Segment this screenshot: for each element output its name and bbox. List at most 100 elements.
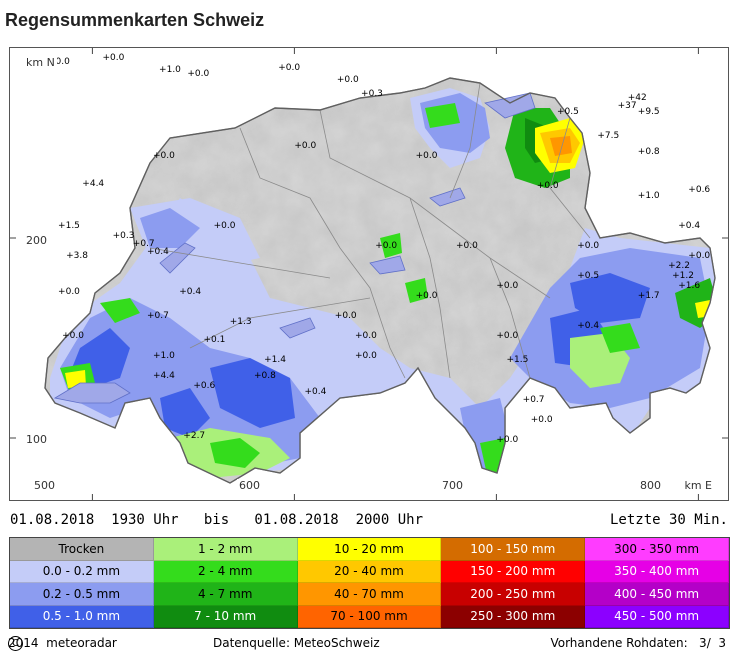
legend-cell-450-500: 450 - 500 mm <box>585 605 729 628</box>
station-reading: +0.7 <box>147 311 169 321</box>
x-tick-label-800: 800 <box>638 479 663 492</box>
copyright-icon: C <box>8 636 23 651</box>
legend-cell-0-02: 0.0 - 0.2 mm <box>10 560 154 583</box>
station-reading: +3.8 <box>66 251 88 261</box>
precip-area-medium <box>140 208 200 248</box>
station-reading: +1.5 <box>507 355 529 365</box>
station-reading: +0.8 <box>638 147 660 157</box>
legend-cell-10-20: 10 - 20 mm <box>297 538 442 561</box>
legend-cell-250-300: 250 - 300 mm <box>441 605 586 628</box>
station-reading: +0.0 <box>496 281 518 291</box>
lake-thun <box>279 317 316 339</box>
station-reading: +0.0 <box>278 63 300 73</box>
station-reading: +0.0 <box>355 351 377 361</box>
legend-cell-trocken: Trocken <box>10 538 154 561</box>
station-reading: +0.0 <box>294 141 316 151</box>
legend-cell-4-7: 4 - 7 mm <box>153 583 298 606</box>
precip-area-green <box>405 278 428 303</box>
station-reading: +0.0 <box>153 151 175 161</box>
station-reading: +42 <box>628 93 647 103</box>
footer: C 2014 meteoradar Datenquelle: MeteoSchwe… <box>8 636 726 656</box>
canton-boundaries <box>149 82 591 379</box>
lake-geneva <box>53 382 131 404</box>
axis-east-label: km E <box>682 479 714 492</box>
station-reading: +2.7 <box>183 431 205 441</box>
precip-area-green <box>600 323 640 353</box>
station-reading: +0.0 <box>103 53 125 63</box>
station-reading: +0.0 <box>62 331 84 341</box>
precip-area-green <box>380 233 402 258</box>
legend-cell-200-250: 200 - 250 mm <box>441 583 586 606</box>
period-label: Letzte 30 Min. <box>609 512 728 528</box>
y-tick-label-200: 200 <box>24 234 49 247</box>
rainfall-map[interactable]: +0.0 +0.0 +1.0 +0.0 +0.0 +0.0 +0.3 +42 +37 +9.5 +0… <box>9 47 729 501</box>
station-reading: +1.7 <box>638 291 660 301</box>
precip-area-dark <box>210 358 295 428</box>
station-reading: +0.0 <box>355 331 377 341</box>
station-reading: +0.0 <box>416 291 438 301</box>
legend-cell-7-10: 7 - 10 mm <box>153 605 298 628</box>
station-reading: +0.0 <box>688 251 710 261</box>
lake-zurich <box>429 187 466 207</box>
station-reading: +1.6 <box>678 281 700 291</box>
station-reading: +1.0 <box>159 65 181 75</box>
station-reading: +0.0 <box>456 241 478 251</box>
axis-north-label: km N <box>24 56 57 69</box>
legend-cell-70-100: 70 - 100 mm <box>297 605 442 628</box>
legend-cell-02-05: 0.2 - 0.5 mm <box>10 583 154 606</box>
station-reading: +0.0 <box>214 221 236 231</box>
data-source: Datenquelle: MeteoSchweiz <box>213 636 380 650</box>
station-reading: +0.0 <box>537 181 559 191</box>
station-reading: +0.0 <box>335 311 357 321</box>
station-reading: +0.0 <box>496 331 518 341</box>
legend-cell-2-4: 2 - 4 mm <box>153 560 298 583</box>
precip-area-orange <box>550 136 572 156</box>
x-tick-label-600: 600 <box>237 479 262 492</box>
lakes <box>53 92 536 404</box>
raw-data-count: Vorhandene Rohdaten: 3/ 3 <box>550 636 726 650</box>
x-tick-label-500: 500 <box>32 479 57 492</box>
station-reading: +0.4 <box>305 387 327 397</box>
station-reading: +0.5 <box>577 271 599 281</box>
legend-cell-150-200: 150 - 200 mm <box>441 560 586 583</box>
x-tick-label-700: 700 <box>440 479 465 492</box>
station-reading: +37 <box>618 101 637 111</box>
station-reading: +9.5 <box>638 107 660 117</box>
map-canvas: +0.0 +0.0+1.0 +0.0+0.0+0.0+0.3 +42+37+9.5+0… <box>10 48 728 500</box>
station-reading: +4.4 <box>153 371 175 381</box>
lake-constance <box>484 92 536 119</box>
precipitation-legend: Trocken 1 - 2 mm 10 - 20 mm 100 - 150 mm… <box>9 537 730 629</box>
legend-cell-300-350: 300 - 350 mm <box>585 538 729 561</box>
lake-neuchatel <box>159 242 196 274</box>
station-reading: +0.4 <box>577 321 599 331</box>
station-reading: +0.0 <box>48 57 70 67</box>
station-reading: +0.3 <box>361 89 383 99</box>
station-reading: +2.2 <box>668 261 690 271</box>
legend-cell-05-1: 0.5 - 1.0 mm <box>10 605 154 628</box>
station-reading: +0.0 <box>577 241 599 251</box>
station-reading: +0.0 <box>337 75 359 85</box>
station-reading: +1.3 <box>230 317 252 327</box>
station-reading: +0.0 <box>531 415 553 425</box>
y-tick-label-100: 100 <box>24 433 49 446</box>
station-reading: +0.0 <box>496 435 518 445</box>
station-reading: +1.5 <box>58 221 80 231</box>
station-reading: +0.0 <box>187 69 209 79</box>
station-reading: +1.0 <box>153 351 175 361</box>
station-reading: +0.8 <box>254 371 276 381</box>
station-reading: +0.6 <box>688 185 710 195</box>
station-reading: +1.2 <box>672 271 694 281</box>
station-reading: +0.0 <box>375 241 397 251</box>
station-reading: +0.7 <box>523 395 545 405</box>
precip-area-dark <box>160 388 210 438</box>
station-reading: +0.1 <box>204 335 226 345</box>
station-readings: +0.0 +0.0+1.0 +0.0+0.0+0.0+0.3 +42+37+9.5+0… <box>48 53 710 445</box>
time-range-row: 01.08.2018 1930 Uhr bis 01.08.2018 2000 … <box>10 512 728 532</box>
legend-cell-100-150: 100 - 150 mm <box>441 538 586 561</box>
copyright-text: 2014 meteoradar <box>8 636 117 650</box>
legend-cell-350-400: 350 - 400 mm <box>585 560 729 583</box>
precip-area-green <box>210 438 260 468</box>
precip-area-medium <box>60 298 320 473</box>
legend-cell-1-2: 1 - 2 mm <box>153 538 298 561</box>
station-reading: +0.3 <box>113 231 135 241</box>
